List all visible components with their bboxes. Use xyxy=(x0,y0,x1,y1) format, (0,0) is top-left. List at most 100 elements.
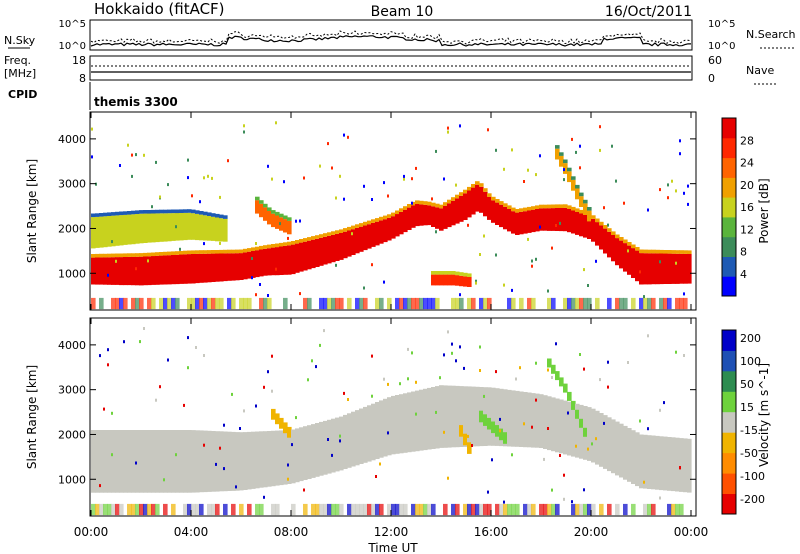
colorbar-swatch xyxy=(722,197,736,218)
scatter-cell xyxy=(483,234,485,238)
cpid-value: themis 3300 xyxy=(94,95,178,109)
echo-cell-main xyxy=(263,248,268,276)
echo-cell-main xyxy=(139,256,144,286)
scatter-cell xyxy=(443,430,445,434)
echo-edge-cell xyxy=(139,253,144,257)
echo-edge-cell xyxy=(255,246,260,251)
scatter-cell xyxy=(499,417,501,421)
clutter-cell xyxy=(487,297,492,310)
scatter-cell xyxy=(459,293,461,297)
nsky-label: N.Sky xyxy=(4,34,36,47)
echo-cell-main-grey xyxy=(143,430,148,493)
scatter-cell xyxy=(343,133,345,137)
echo-cell-main xyxy=(159,255,164,285)
echo-cell-main-grey xyxy=(391,395,396,455)
clutter-cell xyxy=(619,297,624,310)
scatter-cell xyxy=(435,392,437,396)
echo-cell-main xyxy=(475,184,480,212)
clutter-cell xyxy=(283,297,288,310)
echo-edge-cell xyxy=(239,249,244,254)
scatter-cell xyxy=(687,202,689,206)
clutter-cell xyxy=(267,297,272,310)
echo-cell-main xyxy=(187,254,192,284)
echo-cell-upper-green xyxy=(143,213,148,243)
clutter-cell xyxy=(247,503,252,516)
echo-cell-main-grey xyxy=(595,410,600,465)
echo-edge-cell xyxy=(271,210,276,214)
clutter-cell xyxy=(391,503,396,516)
echo-edge-cell xyxy=(251,247,256,251)
clutter-cell xyxy=(431,503,436,516)
echo-edge-cell xyxy=(579,209,584,214)
clutter-cell xyxy=(323,503,328,516)
echo-cell-green-streak xyxy=(555,371,560,381)
scatter-cell xyxy=(607,360,609,364)
scatter-cell xyxy=(503,167,505,171)
echo-edge-cell xyxy=(515,209,520,213)
clutter-cell xyxy=(571,297,576,310)
echo-cell-main xyxy=(683,253,688,284)
echo-edge-cell xyxy=(431,202,436,207)
echo-edge-cell xyxy=(291,241,296,245)
echo-edge-cell xyxy=(223,249,228,254)
echo-cell-patch-14h xyxy=(447,274,452,286)
clutter-cell xyxy=(467,297,472,310)
clutter-cell xyxy=(375,297,380,310)
clutter-cell xyxy=(215,503,220,516)
echo-edge-cell xyxy=(231,249,236,254)
echo-cell-main xyxy=(687,254,692,284)
clutter-cell xyxy=(519,297,524,310)
echo-cell-upper-green xyxy=(171,213,176,241)
scatter-cell xyxy=(663,401,665,405)
colorbar-swatch xyxy=(722,256,736,277)
clutter-cell xyxy=(419,503,424,516)
echo-edge-cell xyxy=(159,252,164,256)
echo-edge-cell xyxy=(667,250,672,254)
clutter-cell xyxy=(371,503,376,516)
xtick-label: 20:00 xyxy=(574,525,609,539)
clutter-cell xyxy=(347,297,352,310)
clutter-cell xyxy=(143,503,148,516)
clutter-cell xyxy=(111,297,116,310)
echo-cell-orange-15h xyxy=(463,433,468,446)
echo-edge-cell xyxy=(203,250,208,254)
echo-edge-cell xyxy=(287,217,292,221)
echo-edge-cell xyxy=(567,167,572,172)
echo-cell-green-16h xyxy=(483,414,488,426)
scatter-cell xyxy=(271,389,273,393)
scatter-cell xyxy=(243,409,245,413)
scatter-cell xyxy=(175,453,177,457)
scatter-cell xyxy=(219,446,221,450)
echo-edge-cell xyxy=(335,230,340,234)
clutter-cell xyxy=(363,297,368,310)
scatter-cell xyxy=(531,407,533,411)
clutter-cell xyxy=(195,503,200,516)
echo-cell-green-16h xyxy=(503,432,508,444)
ytick-label: 2000 xyxy=(58,222,86,235)
echo-cell-main xyxy=(111,257,116,285)
scatter-cell xyxy=(291,443,293,447)
scatter-cell xyxy=(435,230,437,234)
clutter-cell xyxy=(675,503,680,516)
freq-panel xyxy=(89,55,693,81)
echo-cell-upper-green xyxy=(123,214,128,245)
echo-cell-main-grey xyxy=(215,431,220,492)
clutter-cell xyxy=(211,503,216,516)
echo-edge-cell xyxy=(471,184,476,188)
scatter-cell xyxy=(667,183,669,187)
scatter-cell xyxy=(391,435,393,439)
echo-cell-main xyxy=(467,190,472,218)
scatter-cell xyxy=(203,443,205,447)
colorbar-tick-label: 50 xyxy=(740,378,754,391)
colorbar-tick-label: -200 xyxy=(740,493,765,506)
scatter-cell xyxy=(95,182,97,186)
echo-cell-orange-15h xyxy=(467,442,472,454)
clutter-cell xyxy=(135,297,140,310)
ytick-label: 3000 xyxy=(58,178,86,191)
echo-edge-cell xyxy=(507,205,512,209)
clutter-cell xyxy=(423,503,428,516)
clutter-cell xyxy=(639,297,644,310)
clutter-cell xyxy=(551,503,556,516)
echo-edge-cell xyxy=(463,189,468,194)
echo-cell-main-grey xyxy=(651,435,656,490)
